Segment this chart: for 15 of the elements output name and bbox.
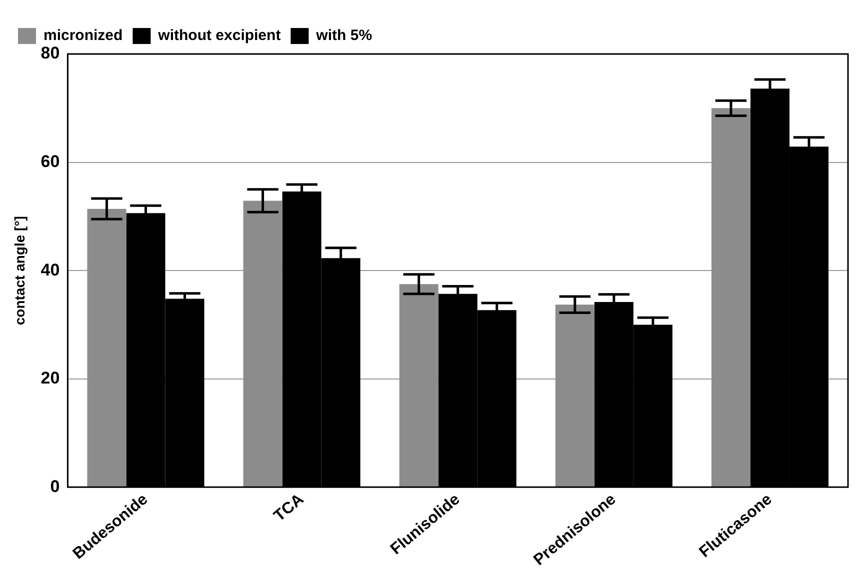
y-tick-label: 20: [40, 368, 60, 388]
y-tick-label: 60: [40, 152, 60, 171]
y-axis-title: contact angle [°]: [11, 216, 28, 326]
legend-label: without excipient: [157, 27, 281, 44]
bar: [555, 304, 594, 487]
legend-label: micronized: [44, 27, 123, 44]
bar: [399, 284, 438, 487]
bar: [87, 208, 126, 487]
bar: [711, 108, 750, 487]
y-tick-label: 0: [50, 476, 60, 496]
x-tick-label: TCA: [271, 490, 308, 526]
bar: [243, 200, 282, 487]
y-tick-label: 40: [40, 260, 60, 280]
legend-label: with 5%: [315, 27, 372, 44]
y-tick-label: 80: [40, 44, 60, 63]
